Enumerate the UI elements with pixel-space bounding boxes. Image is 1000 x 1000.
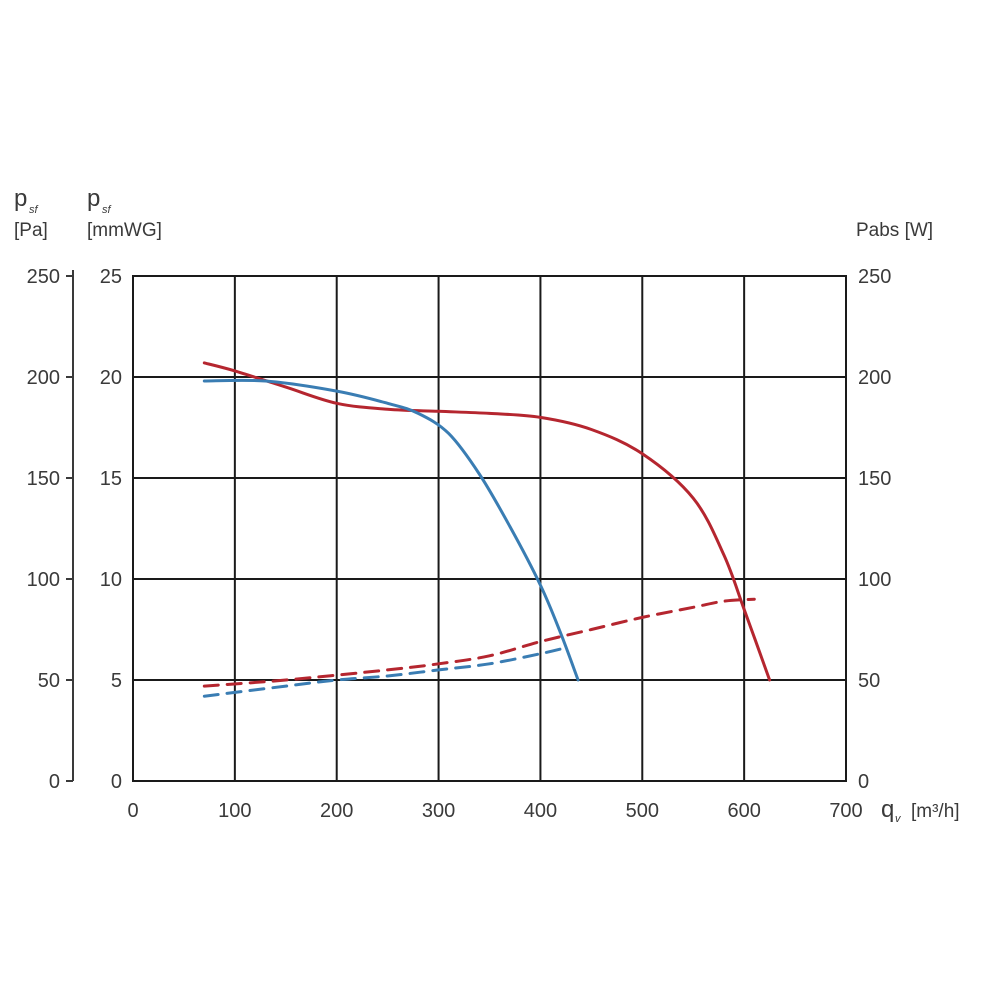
x-tick-label-100: 100: [218, 800, 251, 822]
y-right-ticks: 0 50 100 150 200 250: [858, 266, 891, 793]
y-right-tick-label-50: 50: [858, 670, 880, 692]
y-left-mmwg-subscript: sf: [102, 204, 112, 216]
series-line-power-red: [202, 597, 756, 688]
x-ticks: 0 100 200 300 400 500 600 700: [127, 800, 862, 822]
y-left-pa-ticks: 0 50 100 150 200 250: [27, 266, 73, 793]
y-right-label: Pabs [W]: [856, 220, 933, 241]
y-left-mmwg-tick-label-15: 15: [100, 468, 122, 490]
x-axis-subscript: v: [895, 813, 902, 825]
y-right-tick-label-150: 150: [858, 468, 891, 490]
x-tick-label-300: 300: [422, 800, 455, 822]
y-left-pa-tick-label-0: 0: [49, 771, 60, 793]
series-line-pressure-blue: [202, 378, 580, 682]
series-line-power-blue: [202, 646, 568, 698]
x-tick-label-400: 400: [524, 800, 557, 822]
y-left-pa-tick-label-250: 250: [27, 266, 60, 288]
y-left-pa-tick-label-50: 50: [38, 670, 60, 692]
y-left-pa-tick-label-150: 150: [27, 468, 60, 490]
y-left-pa-symbol: p: [14, 185, 27, 212]
y-right-tick-label-100: 100: [858, 569, 891, 591]
x-tick-label-600: 600: [727, 800, 760, 822]
plot-frame: [132, 275, 847, 782]
y-left-mmwg-tick-label-25: 25: [100, 266, 122, 288]
x-axis-unit: [m³/h]: [911, 801, 960, 822]
y-left-pa-unit: [Pa]: [14, 220, 48, 241]
x-tick-label-500: 500: [626, 800, 659, 822]
y-left-mmwg-tick-label-5: 5: [111, 670, 122, 692]
x-tick-label-0: 0: [127, 800, 138, 822]
y-left-pa-tick-label-100: 100: [27, 569, 60, 591]
y-left-mmwg-tick-label-0: 0: [111, 771, 122, 793]
y-right-tick-label-0: 0: [858, 771, 869, 793]
grid: [133, 276, 846, 781]
y-left-pa-tick-label-200: 200: [27, 367, 60, 389]
y-left-mmwg-tick-label-20: 20: [100, 367, 122, 389]
x-tick-label-200: 200: [320, 800, 353, 822]
y-right-tick-label-200: 200: [858, 367, 891, 389]
x-tick-label-700: 700: [829, 800, 862, 822]
y-left-pa-subscript: sf: [29, 204, 39, 216]
x-axis-symbol: q: [881, 796, 894, 823]
y-left-mmwg-unit: [mmWG]: [87, 220, 162, 241]
y-left-mmwg-symbol: p: [87, 185, 100, 212]
y-left-mmwg-ticks: 0 5 10 15 20 25: [100, 266, 122, 793]
series-line-pressure-red: [202, 361, 772, 682]
y-right-tick-label-250: 250: [858, 266, 891, 288]
y-left-mmwg-tick-label-10: 10: [100, 569, 122, 591]
series-group: [202, 361, 772, 698]
